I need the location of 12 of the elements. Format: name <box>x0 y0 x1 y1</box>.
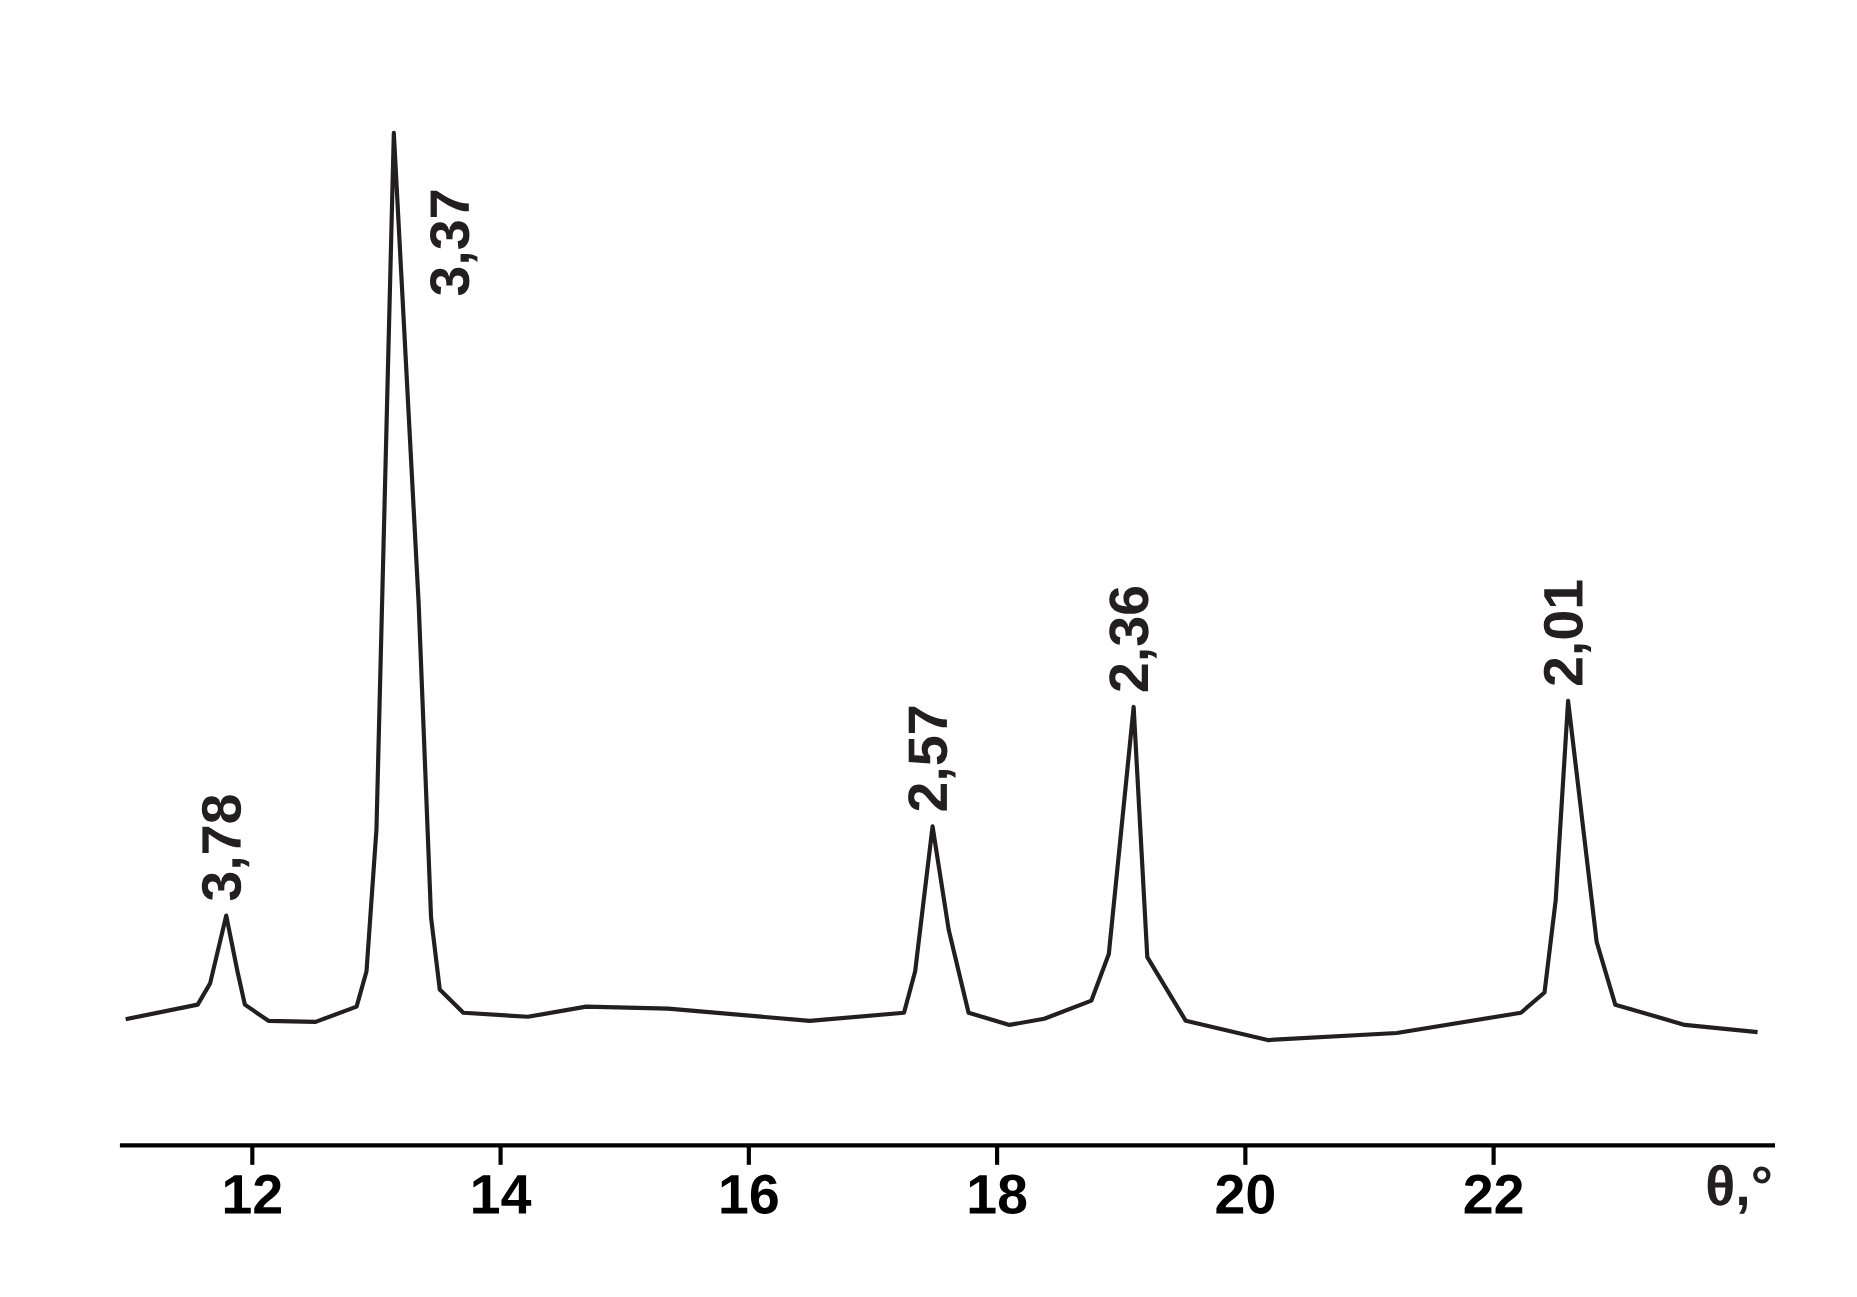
x-tick-label: 14 <box>473 1175 532 1214</box>
x-tick-label: 16 <box>721 1174 778 1214</box>
annotation: 2,01 <box>1543 580 1592 686</box>
x-tick-label: 22 <box>1464 1174 1523 1214</box>
annotation: 3,37 <box>430 190 478 296</box>
x-tick-label: 18 <box>969 1174 1027 1214</box>
x-tick-label: 20 <box>1216 1174 1274 1214</box>
annotation: 2,36 <box>1109 586 1157 692</box>
annotation: 3,78 <box>201 795 250 901</box>
x-tick-label: 12 <box>224 1174 281 1214</box>
annotation: 2,57 <box>908 706 956 811</box>
x-axis-title: θ,° <box>1707 1164 1771 1214</box>
